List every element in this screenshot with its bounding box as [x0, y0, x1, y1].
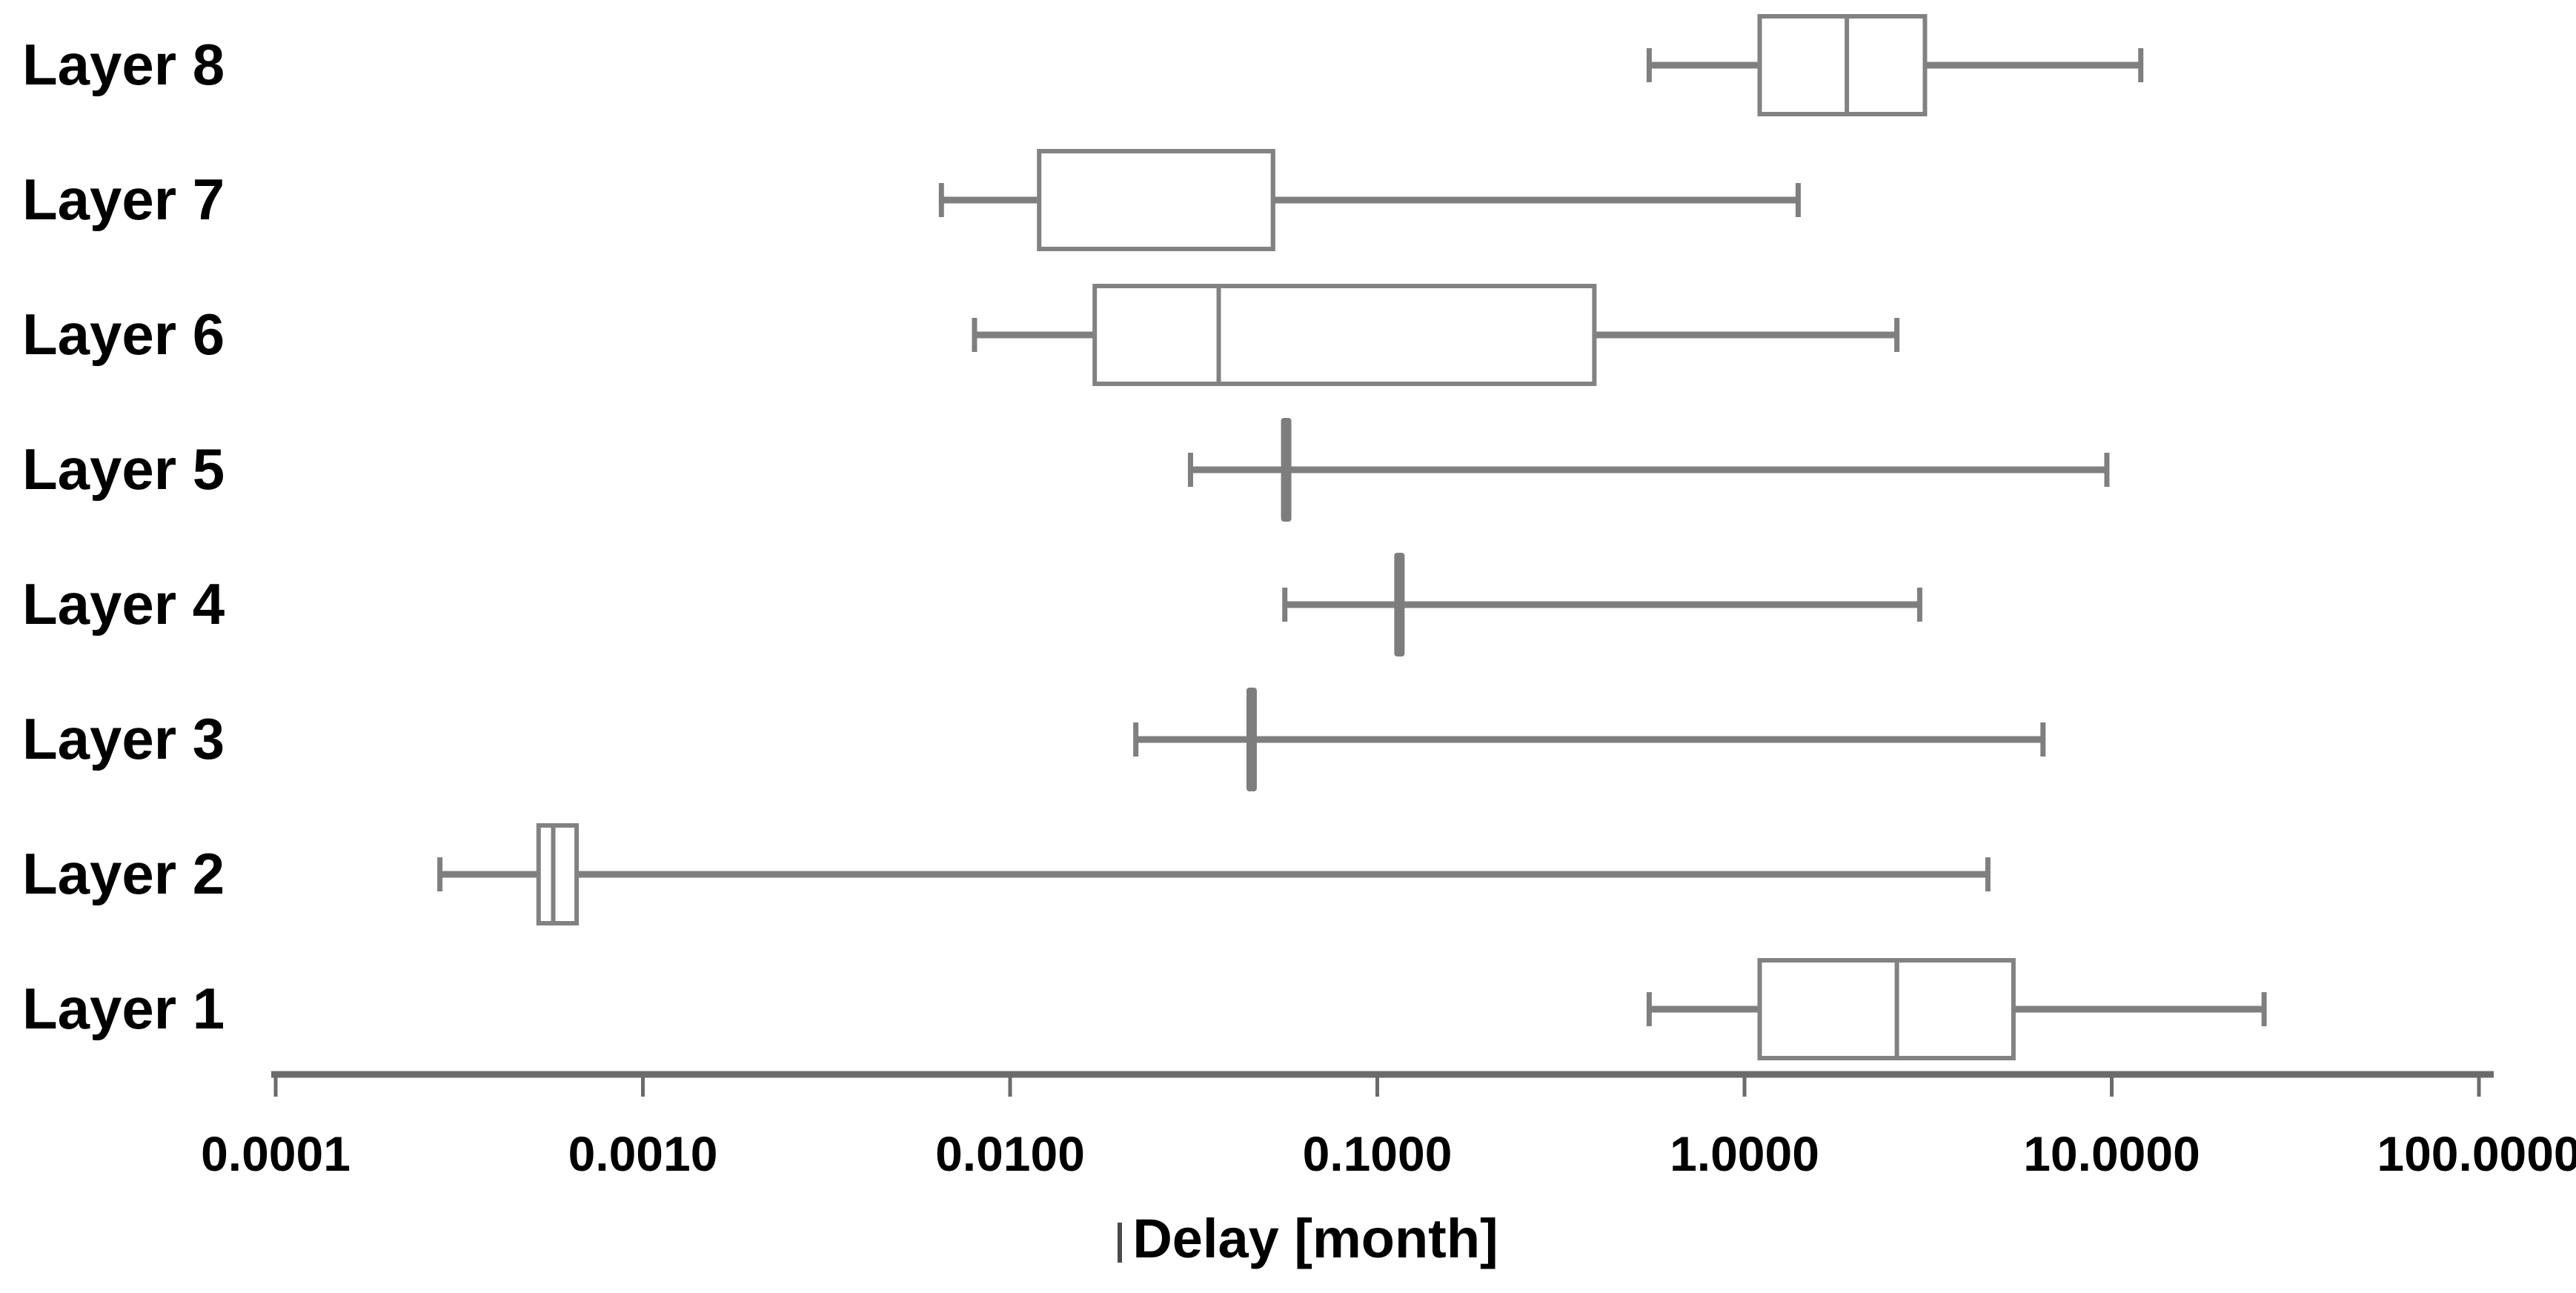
box-row-layer-3: Layer 3: [22, 688, 2046, 791]
axis-title-cursor-artifact: [1118, 1223, 1122, 1263]
x-tick-label: 0.1000: [1303, 1126, 1453, 1181]
box-rect: [1757, 14, 1928, 116]
box-row-layer-1: Layer 1: [22, 958, 2267, 1060]
box-row-layer-4: Layer 4: [22, 553, 1922, 657]
y-axis-label: Layer 2: [22, 841, 225, 906]
x-tick-label: 0.0001: [201, 1126, 351, 1181]
box-row-layer-6: Layer 6: [22, 284, 1900, 386]
x-tick-label: 100.0000: [2377, 1126, 2576, 1181]
box-row-layer-8: Layer 8: [22, 14, 2144, 116]
x-tick-label: 1.0000: [1670, 1126, 1819, 1181]
collapsed-box: [1394, 553, 1405, 657]
y-axis-label: Layer 5: [22, 436, 225, 502]
x-tick-label: 10.0000: [2023, 1126, 2200, 1181]
box-rect: [1757, 958, 2016, 1060]
y-axis-label: Layer 1: [22, 976, 225, 1041]
y-axis-label: Layer 6: [22, 302, 225, 367]
collapsed-box: [1281, 418, 1292, 522]
box-row-layer-7: Layer 7: [22, 149, 1801, 251]
x-axis-title: Delay [month]: [1132, 1208, 1498, 1269]
box-rect: [536, 823, 580, 925]
box-rect: [1092, 284, 1597, 386]
box-rows-group: Layer 8 Layer 7 Layer 6 Layer 5 Layer 4 Layer…: [22, 14, 2267, 1060]
collapsed-box: [1246, 688, 1257, 791]
x-axis-group: 0.0001 0.0010 0.0100 0.1000 1.0000 10.0000 100…: [201, 1071, 2576, 1181]
x-tick-label: 0.0100: [935, 1126, 1085, 1181]
box-row-layer-2: Layer 2: [22, 823, 1991, 925]
y-axis-label: Layer 7: [22, 167, 225, 232]
y-axis-label: Layer 3: [22, 706, 225, 771]
box-row-layer-5: Layer 5: [22, 418, 2110, 522]
y-axis-label: Layer 4: [22, 571, 225, 636]
x-tick-label: 0.0010: [568, 1126, 718, 1181]
box-rect: [1037, 149, 1275, 251]
y-axis-label: Layer 8: [22, 32, 225, 97]
